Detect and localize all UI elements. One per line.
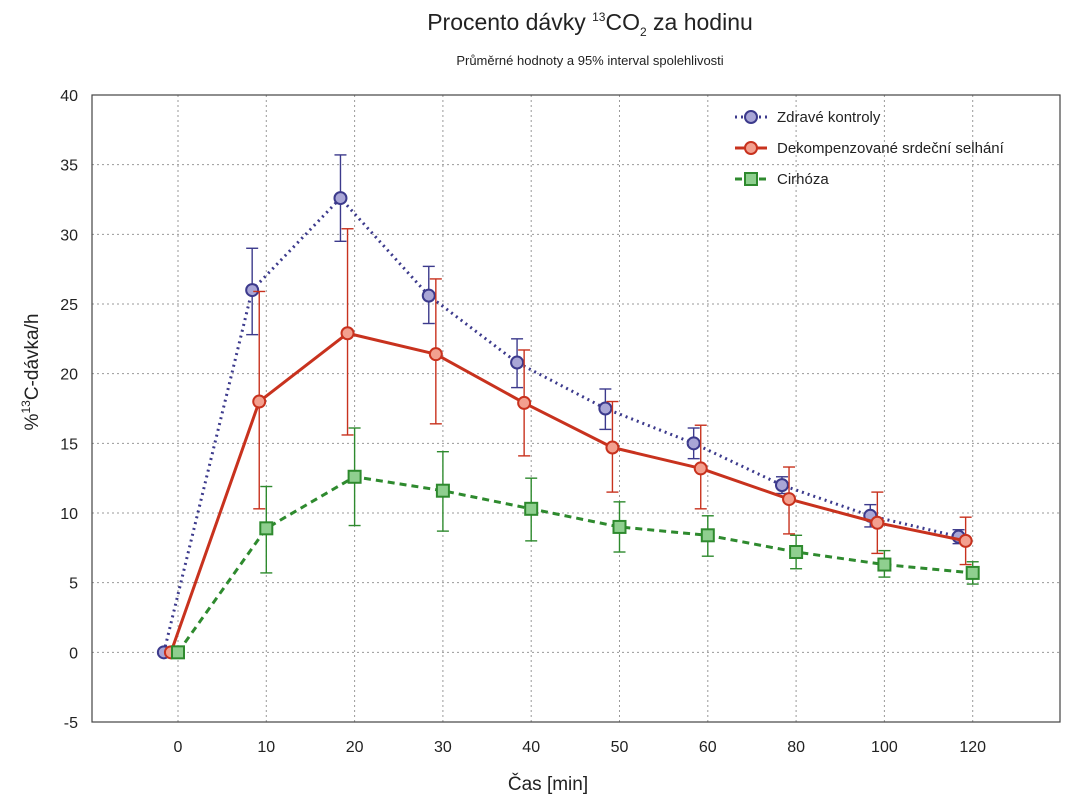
x-tick-label: 20 [346,739,364,756]
y-tick-label: 40 [60,88,78,105]
data-point [347,469,362,484]
y-tick-label: 0 [69,645,78,662]
y-axis-label: %13C-dávka/h [19,314,43,431]
legend-marker [744,141,758,155]
legend-item: Zdravé kontroly [735,109,881,126]
data-point [252,394,267,409]
chart-subtitle: Průměrné hodnoty a 95% interval spolehli… [456,53,723,68]
legend-item: Cirhóza [735,171,829,188]
plot-frame [91,94,1061,723]
y-tick-label: 10 [60,506,78,523]
data-point [612,519,627,534]
series-2 [163,228,973,660]
data-point [510,355,525,370]
x-tick-labels: 0 10 20 30 40 50 60 80 100 120 [174,739,987,756]
data-point [958,533,973,548]
series-layer [156,154,980,660]
data-point [435,483,450,498]
data-point [340,326,355,341]
data-point [428,347,443,362]
x-tick-label: 0 [174,739,183,756]
y-tick-label: 25 [60,297,78,314]
series-line [162,196,959,653]
y-tick-labels: -5 0 5 10 15 20 25 30 35 40 [60,88,78,732]
data-point [686,436,701,451]
data-point [517,395,532,410]
x-tick-label: 50 [611,739,629,756]
legend-item: Dekompenzované srdeční selhání [735,140,1005,157]
series-line [176,475,973,654]
x-tick-label: 120 [959,739,986,756]
data-point [877,557,892,572]
x-tick-label: 80 [787,739,805,756]
x-axis-label: Čas [min] [508,773,588,795]
data-point [598,401,613,416]
legend-label: Cirhóza [777,171,829,188]
y-tick-label: -5 [64,715,78,732]
x-tick-label: 40 [522,739,540,756]
data-point [259,521,274,536]
data-point [524,501,539,516]
y-tick-label: 20 [60,367,78,384]
data-point [700,528,715,543]
data-point [789,545,804,560]
data-point [693,461,708,476]
y-tick-label: 35 [60,158,78,175]
y-tick-label: 5 [69,576,78,593]
y-tick-label: 15 [60,436,78,453]
data-point [421,288,436,303]
data-point [245,283,260,298]
x-tick-label: 30 [434,739,452,756]
data-point [605,440,620,455]
data-point [774,478,789,493]
data-point [965,565,980,580]
legend-marker [744,172,758,186]
x-tick-label: 60 [699,739,717,756]
legend-label: Zdravé kontroly [777,109,881,126]
series-3 [171,427,980,660]
y-tick-label: 30 [60,227,78,244]
legend-marker [744,110,758,124]
chart-title: Procento dávky 13CO2 za hodinu [427,9,753,39]
data-point [333,191,348,206]
data-point [782,492,797,507]
legend: Zdravé kontroly Dekompenzované srdeční se… [735,109,1005,188]
data-point [171,645,185,660]
legend-label: Dekompenzované srdeční selhání [777,140,1005,157]
x-tick-label: 100 [871,739,898,756]
series-1 [156,154,966,660]
series-line [169,331,966,653]
grid [92,94,1060,723]
data-point [870,515,885,530]
x-tick-label: 10 [257,739,275,756]
